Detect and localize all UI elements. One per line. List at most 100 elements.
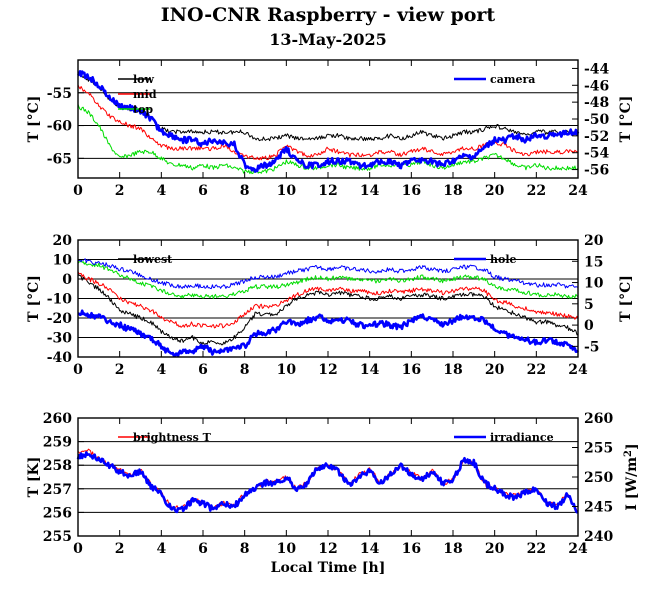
series-line-series-3 <box>77 259 579 300</box>
y-tick-label: 10 <box>53 253 73 269</box>
y-tick-label: -65 <box>47 151 72 167</box>
y2-tick-label: -56 <box>584 163 609 179</box>
x-tick-label: 10 <box>277 541 297 557</box>
series-line-irradiance <box>76 451 579 514</box>
x-tick-label: 20 <box>485 541 505 557</box>
x-tick-label: 20 <box>485 183 505 199</box>
x-tick-label: 14 <box>360 362 380 378</box>
y2-tick-label: -50 <box>584 112 610 128</box>
x-tick-label: 6 <box>198 541 208 557</box>
legend-label-irradiance: irradiance <box>490 431 554 444</box>
y2-tick-label: 250 <box>584 470 613 486</box>
y2-tick-label: 255 <box>584 441 613 457</box>
y-tick-label: -30 <box>47 331 73 347</box>
legend-label-hole: hole <box>490 253 517 266</box>
y2-axis-label: T [°C] <box>618 275 634 322</box>
y-axis-label: T [°C] <box>26 275 42 322</box>
x-tick-label: 22 <box>527 183 546 199</box>
y2-tick-label: 240 <box>584 529 613 545</box>
y-tick-label: 0 <box>62 272 72 288</box>
series-line-hole <box>77 309 579 358</box>
y2-tick-label: -46 <box>584 78 609 94</box>
chart-panel-3: 0 2 4 6 8 10 12 14 16 18 20 22 242602592582572562552… <box>26 411 640 557</box>
y-tick-label: -60 <box>47 119 73 135</box>
x-tick-label: 0 <box>73 183 83 199</box>
x-tick-label: 8 <box>240 541 250 557</box>
y-tick-label: -55 <box>47 86 72 102</box>
x-tick-label: 2 <box>115 362 125 378</box>
series-line-camera <box>77 70 580 173</box>
y2-tick-label: -44 <box>584 61 610 77</box>
x-tick-label: 16 <box>402 362 421 378</box>
x-axis-label: Local Time [h] <box>271 560 386 576</box>
x-tick-label: 12 <box>318 541 337 557</box>
x-tick-label: 12 <box>318 362 337 378</box>
x-tick-label: 18 <box>443 183 462 199</box>
x-tick-label: 24 <box>568 362 588 378</box>
legend-label-mid: mid <box>133 88 157 101</box>
x-tick-label: 6 <box>198 362 208 378</box>
y-tick-label: -10 <box>47 292 73 308</box>
chart-panel-2: 0 2 4 6 8 10 12 14 16 18 20 22 2420100-10-20-30-4020… <box>26 233 634 378</box>
x-tick-label: 4 <box>156 362 166 378</box>
y2-tick-label: 0 <box>584 318 594 334</box>
x-tick-label: 6 <box>198 183 208 199</box>
x-tick-label: 2 <box>115 541 125 557</box>
x-tick-label: 22 <box>527 541 546 557</box>
x-tick-label: 18 <box>443 362 462 378</box>
legend-label-lowest: lowest <box>133 253 173 266</box>
x-tick-label: 14 <box>360 541 380 557</box>
x-tick-label: 24 <box>568 541 588 557</box>
series-line-lowest <box>77 273 579 346</box>
y2-tick-label: -52 <box>584 129 609 145</box>
x-tick-label: 12 <box>318 183 337 199</box>
chart-subtitle: 13-May-2025 <box>269 30 386 49</box>
y-tick-label: 259 <box>43 435 72 451</box>
x-tick-label: 10 <box>277 183 297 199</box>
y2-tick-label: 15 <box>584 254 603 270</box>
chart-title: INO-CNR Raspberry - view port <box>161 4 496 26</box>
x-tick-label: 18 <box>443 541 462 557</box>
y2-axis-label: I [W/m2] <box>623 443 641 510</box>
x-tick-label: 8 <box>240 362 250 378</box>
y-tick-label: -40 <box>47 350 73 366</box>
x-tick-label: 2 <box>115 183 125 199</box>
x-tick-label: 0 <box>73 362 83 378</box>
y2-tick-label: 20 <box>584 233 604 249</box>
y-tick-label: 255 <box>43 529 72 545</box>
y-tick-label: 257 <box>43 482 72 498</box>
x-tick-label: 24 <box>568 183 588 199</box>
x-tick-label: 8 <box>240 183 250 199</box>
y-tick-label: 258 <box>43 458 72 474</box>
x-tick-label: 14 <box>360 183 380 199</box>
x-tick-label: 16 <box>402 183 421 199</box>
x-tick-label: 20 <box>485 362 505 378</box>
series-line-series-4 <box>77 258 579 290</box>
y-tick-label: -20 <box>47 311 73 327</box>
y2-tick-label: 5 <box>584 297 594 313</box>
legend-label-brightness-T: brightness T <box>133 431 212 444</box>
x-tick-label: 0 <box>73 541 83 557</box>
y-tick-label: 256 <box>43 505 72 521</box>
series-line-series-2 <box>77 271 579 329</box>
legend-label-low: low <box>133 73 155 86</box>
y2-tick-label: 10 <box>584 276 604 292</box>
y-tick-label: 260 <box>43 411 72 427</box>
y2-tick-label: -54 <box>584 146 610 162</box>
x-tick-label: 10 <box>277 362 297 378</box>
legend-label-top: top <box>133 103 153 116</box>
y-axis-label: T [K] <box>26 457 42 498</box>
series-line-top <box>77 103 579 175</box>
y-axis-label: T [°C] <box>26 96 42 143</box>
y2-tick-label: 260 <box>584 411 613 427</box>
y2-tick-label: -48 <box>584 95 609 111</box>
series-line-brightness T <box>77 448 579 513</box>
y2-tick-label: -5 <box>584 339 600 355</box>
y-tick-label: 20 <box>53 233 73 249</box>
x-tick-label: 4 <box>156 541 166 557</box>
y2-axis-label: T [°C] <box>618 96 634 143</box>
x-tick-label: 4 <box>156 183 166 199</box>
y2-tick-label: 245 <box>584 500 613 516</box>
